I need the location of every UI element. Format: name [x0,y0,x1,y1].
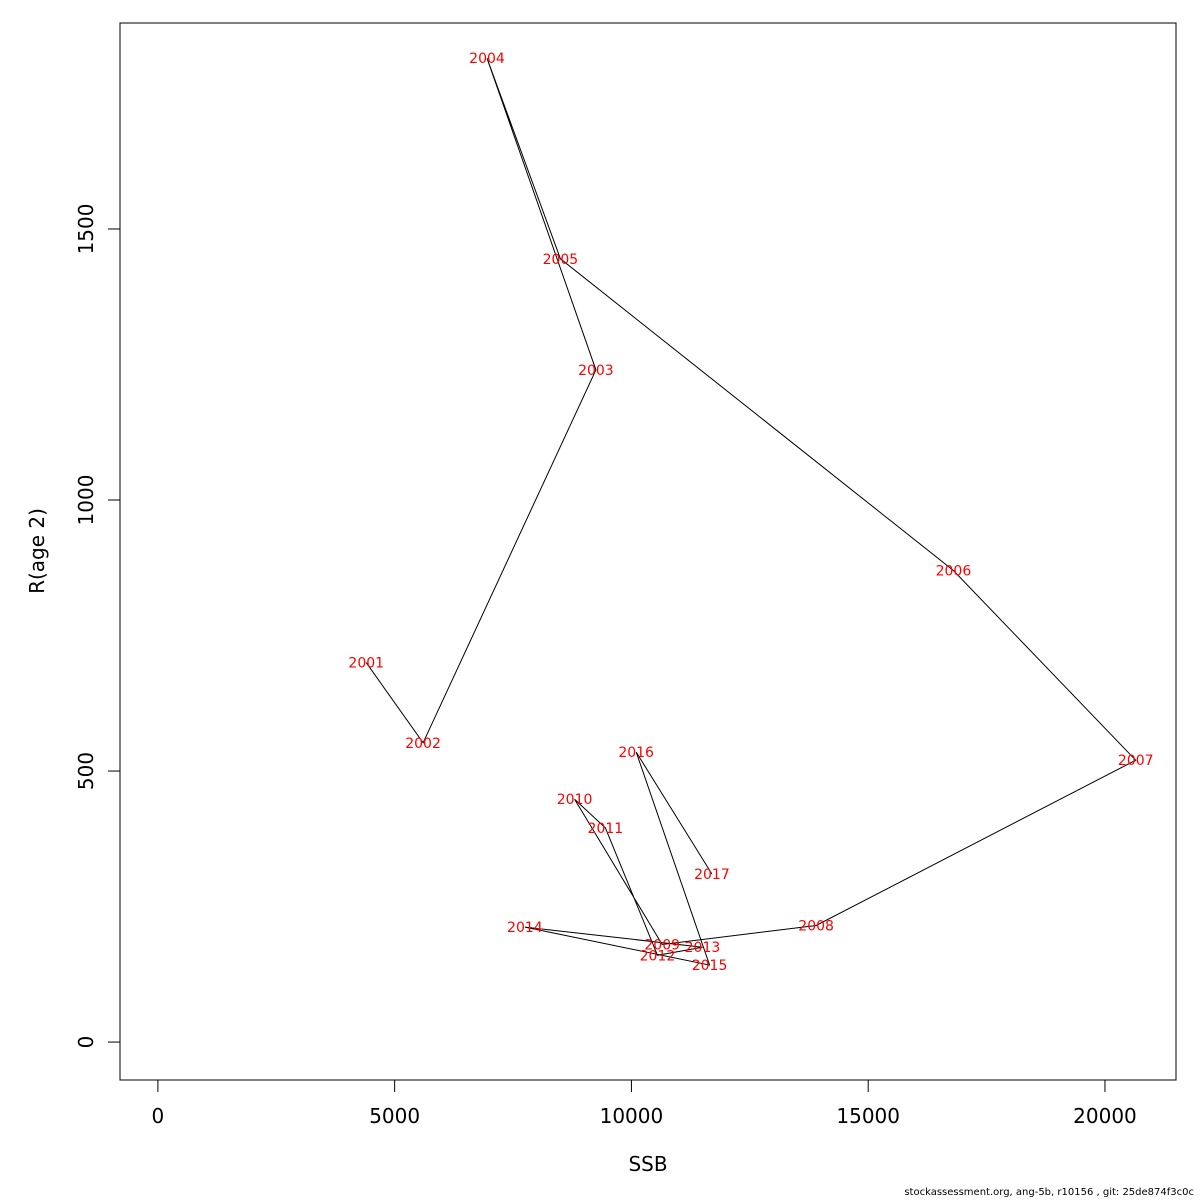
x-tick-label: 20000 [1073,1104,1137,1128]
point-label-2015: 2015 [692,958,728,974]
y-axis-title: R(age 2) [25,508,49,594]
point-label-2007: 2007 [1118,753,1154,769]
point-label-2017: 2017 [694,867,730,883]
point-label-2010: 2010 [557,792,593,808]
point-label-2003: 2003 [578,363,614,379]
point-label-2011: 2011 [588,821,624,837]
x-tick-label: 5000 [369,1104,420,1128]
point-labels: 2001 2002 2003 2004 2005 2006 2007 2008 2009 2010… [348,51,1153,974]
y-tick-label: 1000 [74,475,98,526]
x-axis: 0 5000 10000 15000 20000 [152,1079,1137,1128]
x-tick-label: 15000 [836,1104,900,1128]
point-label-2004: 2004 [469,51,505,67]
footer-credit: stockassessment.org, ang-5b, r10156 , gi… [904,1187,1194,1198]
point-label-2014: 2014 [507,920,543,936]
point-label-2012: 2012 [640,948,676,964]
x-tick-label: 0 [152,1104,165,1128]
point-label-2016: 2016 [618,745,654,761]
y-tick-label: 500 [74,752,98,790]
point-label-2001: 2001 [348,656,384,672]
point-label-2013: 2013 [685,940,721,956]
x-tick-label: 10000 [600,1104,664,1128]
y-tick-label: 1500 [74,204,98,255]
y-tick-label: 0 [74,1036,98,1049]
point-label-2009: 2009 [644,937,680,953]
point-label-2002: 2002 [405,736,441,752]
point-label-2006: 2006 [936,563,972,579]
point-label-2008: 2008 [798,919,834,935]
x-axis-title: SSB [628,1152,667,1176]
point-label-2005: 2005 [543,252,579,268]
series-path [365,58,1137,966]
y-axis: 0 500 1000 1500 [74,204,121,1049]
series-line [365,58,1137,966]
